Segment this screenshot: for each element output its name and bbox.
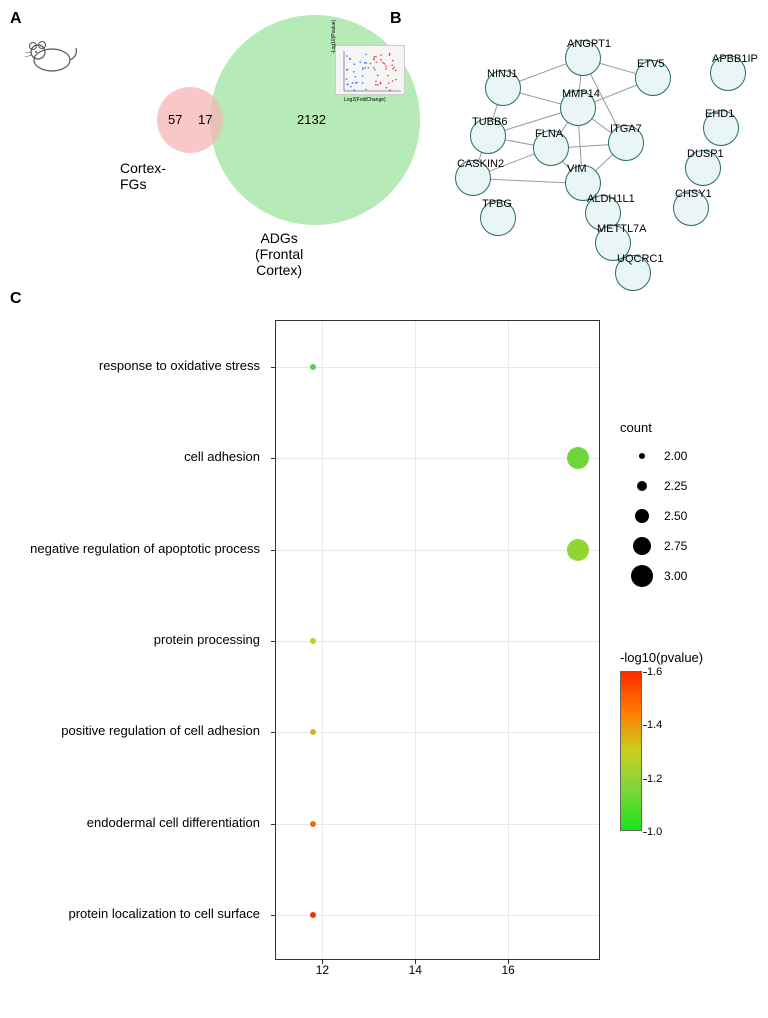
- venn-big-label: ADGs(Frontal Cortex): [255, 230, 303, 278]
- count-legend-dot: [631, 565, 653, 587]
- count-legend-dot: [639, 453, 645, 459]
- venn-small-circle: [157, 87, 223, 153]
- network-graph: ANGPT1 NINJ1 ETV5 APBB1IP MMP14 TUBB6 FLNA ITGA…: [390, 30, 760, 250]
- count-legend-dot: [635, 509, 649, 523]
- network-node-label: CHSY1: [675, 188, 712, 200]
- count-legend-row: 2.50: [620, 501, 760, 531]
- x-tick-label: 12: [316, 963, 329, 977]
- grid-horizontal: [276, 732, 599, 733]
- category-label: negative regulation of apoptotic process: [30, 541, 260, 556]
- x-tick-mark: [322, 959, 323, 964]
- y-tick-mark: [271, 641, 276, 642]
- count-legend-value: 3.00: [664, 569, 687, 583]
- panel-c-label: C: [10, 290, 22, 308]
- panel-c: C 121416 count2.002.252.502.753.00 -log1…: [10, 290, 758, 1010]
- category-label: protein processing: [154, 632, 260, 647]
- colorbar-tick-label: 1.6: [647, 666, 662, 678]
- network-node-label: VIM: [567, 163, 587, 175]
- y-tick-mark: [271, 824, 276, 825]
- panel-a: A 57172132Cortex-FGsADGs(Frontal Cortex)…: [10, 10, 390, 240]
- dot-point: [310, 729, 316, 735]
- dot-point: [310, 912, 316, 918]
- venn-overlap-count: 17: [198, 112, 212, 127]
- x-tick-label: 16: [501, 963, 514, 977]
- network-node-label: TUBB6: [472, 116, 507, 128]
- network-node-label: TPBG: [482, 198, 512, 210]
- grid-horizontal: [276, 367, 599, 368]
- network-node-label: DUSP1: [687, 148, 724, 160]
- category-label: endodermal cell differentiation: [87, 815, 260, 830]
- colorbar: 1.61.41.21.0: [620, 671, 642, 831]
- network-node-label: ANGPT1: [567, 38, 611, 50]
- dot-point: [567, 447, 589, 469]
- category-label: protein localization to cell surface: [69, 906, 261, 921]
- colorbar-tick-label: 1.0: [647, 826, 662, 838]
- y-tick-mark: [271, 732, 276, 733]
- network-node-label: EHD1: [705, 108, 734, 120]
- y-tick-mark: [271, 367, 276, 368]
- count-legend-dot: [633, 537, 651, 555]
- y-tick-mark: [271, 550, 276, 551]
- y-tick-mark: [271, 915, 276, 916]
- grid-horizontal: [276, 550, 599, 551]
- network-node-label: FLNA: [535, 128, 563, 140]
- count-legend-value: 2.00: [664, 449, 687, 463]
- dot-point: [310, 638, 316, 644]
- network-node-label: ETV5: [637, 58, 665, 70]
- count-legend-row: 2.00: [620, 441, 760, 471]
- colorbar-tick-label: 1.2: [647, 773, 662, 785]
- grid-vertical: [415, 321, 416, 959]
- color-legend: -log10(pvalue) 1.61.41.21.0: [620, 650, 760, 831]
- x-tick-label: 14: [409, 963, 422, 977]
- count-legend-value: 2.25: [664, 479, 687, 493]
- count-legend: count 2.00 2.25 2.50 2.75 3.00: [620, 420, 760, 591]
- panel-a-label: A: [10, 10, 22, 28]
- network-node-label: ALDH1L1: [587, 193, 635, 205]
- color-legend-title: -log10(pvalue): [620, 650, 760, 665]
- grid-horizontal: [276, 824, 599, 825]
- network-node-label: APBB1IP: [712, 53, 758, 65]
- count-legend-dot: [637, 481, 647, 491]
- count-legend-row: 2.25: [620, 471, 760, 501]
- dot-point: [567, 539, 589, 561]
- count-legend-title: count: [620, 420, 760, 435]
- network-node-label: ITGA7: [610, 123, 642, 135]
- colorbar-tick-label: 1.4: [647, 719, 662, 731]
- network-node-label: UQCRC1: [617, 253, 663, 265]
- dot-point: [310, 364, 316, 370]
- grid-horizontal: [276, 641, 599, 642]
- network-node-label: NINJ1: [487, 68, 518, 80]
- panel-b-label: B: [390, 10, 402, 28]
- grid-horizontal: [276, 458, 599, 459]
- venn-small-count: 57: [168, 112, 182, 127]
- category-label: positive regulation of cell adhesion: [61, 723, 260, 738]
- network-node-label: MMP14: [562, 88, 600, 100]
- category-label: response to oxidative stress: [99, 358, 260, 373]
- count-legend-row: 2.75: [620, 531, 760, 561]
- x-tick-mark: [415, 959, 416, 964]
- count-legend-row: 3.00: [620, 561, 760, 591]
- mouse-icon: [20, 38, 80, 78]
- grid-vertical: [508, 321, 509, 959]
- network-node-label: CASKIN2: [457, 158, 504, 170]
- venn-big-count: 2132: [297, 112, 326, 127]
- panel-b: B ANGPT1 NINJ1 ETV5 APBB1IP MMP14 TUBB6 FLNA IT…: [390, 10, 760, 250]
- grid-horizontal: [276, 915, 599, 916]
- y-tick-mark: [271, 458, 276, 459]
- dot-point: [310, 821, 316, 827]
- count-legend-value: 2.50: [664, 509, 687, 523]
- count-legend-value: 2.75: [664, 539, 687, 553]
- grid-vertical: [322, 321, 323, 959]
- dot-plot: 121416: [275, 320, 600, 960]
- x-tick-mark: [508, 959, 509, 964]
- network-node-label: METTL7A: [597, 223, 647, 235]
- venn-small-label: Cortex-FGs: [120, 160, 166, 192]
- category-label: cell adhesion: [184, 449, 260, 464]
